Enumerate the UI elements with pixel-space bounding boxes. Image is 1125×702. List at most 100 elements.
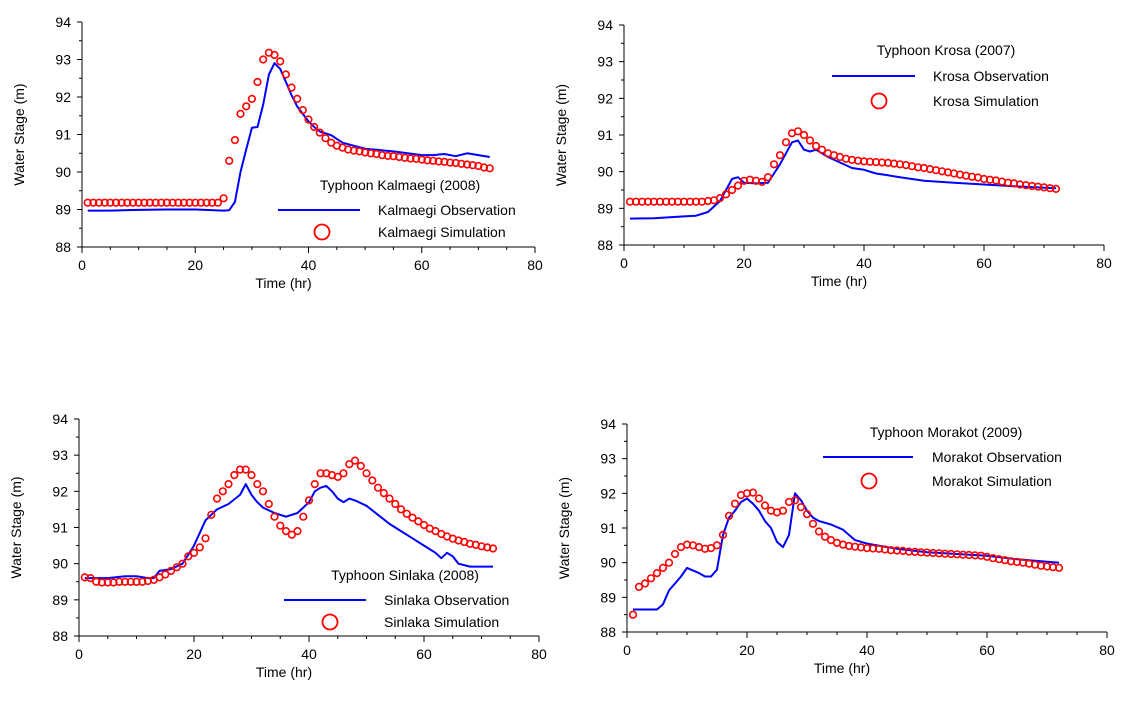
legend-label: Sinlaka Observation	[384, 592, 509, 608]
simulation-point	[117, 198, 126, 207]
legend-label: Morakot Simulation	[932, 473, 1052, 489]
y-tick-label: 93	[52, 447, 68, 463]
simulation-point	[488, 544, 498, 553]
simulation-point	[790, 496, 800, 505]
y-tick-label: 92	[52, 483, 68, 499]
y-axis-label: Water Stage (m)	[556, 477, 572, 579]
legend-marker-swatch	[313, 223, 331, 241]
chart-panel-2: 88 89 90 91 92 93 94 0 20 40 60 80 Time (hr) Water St…	[553, 17, 1112, 289]
simulation-point	[349, 146, 358, 155]
simulation-point	[457, 159, 466, 168]
y-tick-label: 89	[52, 592, 68, 608]
x-tick-label: 60	[979, 642, 995, 658]
x-tick-label: 20	[739, 642, 755, 658]
simulation-point	[423, 156, 432, 165]
simulation-point	[145, 198, 154, 207]
legend-label: Sinlaka Simulation	[384, 614, 499, 630]
simulation-point	[242, 102, 251, 111]
simulation-point	[400, 153, 409, 162]
y-tick-label: 89	[55, 202, 71, 218]
x-tick-label: 0	[620, 255, 628, 271]
simulation-point	[298, 105, 307, 115]
simulation-point	[664, 558, 674, 567]
x-tick-label: 60	[976, 255, 992, 271]
simulation-point	[389, 152, 398, 161]
simulation-point	[310, 122, 319, 132]
simulation-point	[281, 70, 291, 79]
y-tick-label: 94	[597, 17, 613, 33]
chart-panel-4: 88 89 90 91 92 93 94 0 20 40 60 80 Time (hr) Water St…	[556, 416, 1115, 676]
simulation-point	[333, 472, 342, 482]
simulation-point	[225, 156, 234, 165]
legend-label: Kalmaegi Observation	[378, 202, 516, 218]
simulation-point	[385, 494, 394, 503]
y-tick-label: 91	[600, 520, 616, 536]
simulation-point	[184, 552, 193, 561]
simulation-point	[799, 130, 809, 140]
simulation-point	[247, 471, 256, 480]
x-tick-label: 40	[859, 642, 875, 658]
x-tick-label: 80	[1096, 255, 1112, 271]
simulation-point	[178, 559, 187, 568]
legend-marker-swatch	[321, 613, 339, 631]
simulation-point	[446, 158, 455, 167]
y-tick-label: 92	[597, 90, 613, 106]
simulation-point	[378, 151, 387, 160]
simulation-point	[373, 483, 383, 492]
simulation-point	[207, 510, 216, 519]
simulation-point	[434, 157, 443, 166]
simulation-point	[174, 198, 183, 207]
simulation-point	[100, 198, 109, 207]
simulation-point	[820, 532, 830, 541]
simulation-point	[479, 163, 489, 172]
chart-panel-1: 88 89 90 91 92 93 94 0 20 40 60 80 Time (hr) Water St…	[11, 14, 543, 291]
simulation-point	[185, 198, 194, 207]
legend-label: Kalmaegi Simulation	[378, 224, 506, 240]
simulation-point	[362, 469, 371, 478]
simulation-point	[670, 549, 680, 559]
simulation-point	[778, 506, 788, 515]
simulation-point	[1054, 563, 1064, 573]
simulation-point	[304, 496, 314, 505]
simulation-point	[366, 149, 375, 158]
simulation-point	[128, 198, 138, 207]
x-tick-label: 40	[301, 257, 317, 273]
simulation-point	[350, 456, 360, 465]
simulation-point	[241, 465, 250, 474]
x-axis-label: Time (hr)	[255, 275, 311, 291]
simulation-point	[253, 480, 262, 489]
x-tick-label: 20	[186, 646, 202, 662]
simulation-point	[646, 574, 656, 583]
simulation-point	[730, 499, 740, 508]
simulation-point	[106, 198, 115, 207]
simulation-point	[808, 519, 818, 528]
simulation-point	[440, 157, 449, 166]
simulation-point	[634, 582, 644, 592]
simulation-point	[168, 198, 177, 207]
simulation-point	[712, 541, 722, 550]
legend-label: Krosa Observation	[933, 68, 1049, 84]
simulation-point	[151, 198, 160, 207]
simulation-point	[402, 509, 411, 518]
x-tick-label: 80	[531, 646, 547, 662]
simulation-point	[172, 563, 181, 572]
legend-label: Morakot Observation	[932, 449, 1062, 465]
simulation-point	[805, 136, 815, 145]
y-tick-label: 93	[600, 451, 616, 467]
y-axis-label: Water Stage (m)	[553, 84, 569, 186]
chart-title: Typhoon Morakot (2009)	[870, 424, 1023, 440]
simulation-point	[276, 57, 285, 66]
simulation-point	[247, 94, 256, 103]
simulation-point	[339, 469, 348, 478]
simulation-point	[201, 534, 210, 543]
simulation-point	[161, 570, 170, 579]
y-tick-label: 90	[597, 164, 613, 180]
x-tick-label: 20	[736, 255, 752, 271]
simulation-point	[658, 563, 668, 573]
y-tick-label: 88	[55, 239, 71, 255]
y-tick-label: 91	[52, 520, 68, 536]
simulation-point	[299, 512, 308, 521]
simulation-point	[406, 154, 415, 163]
x-tick-label: 40	[856, 255, 872, 271]
x-tick-label: 20	[187, 257, 203, 273]
